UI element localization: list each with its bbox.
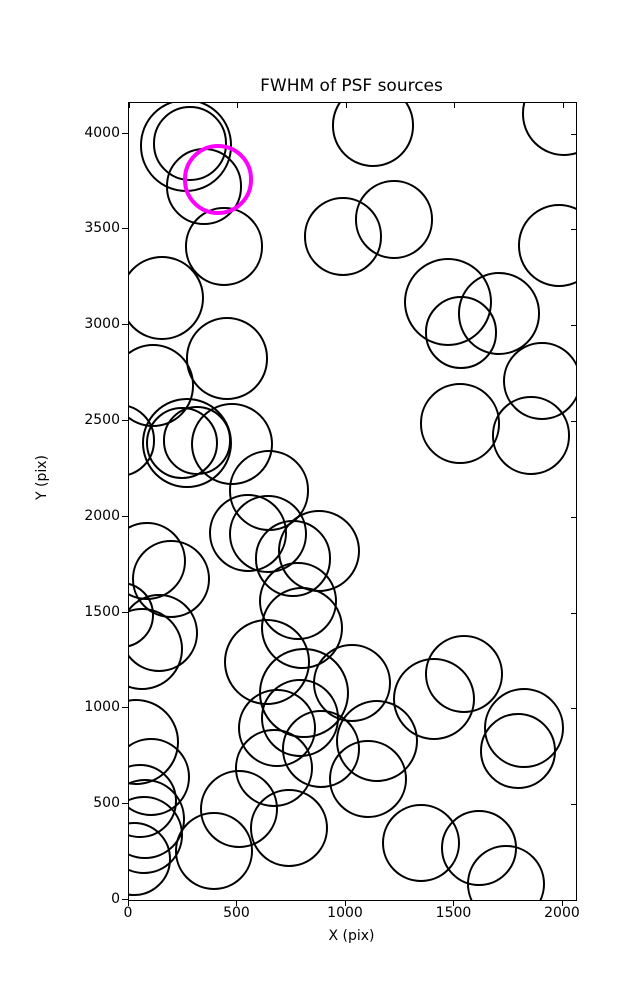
y-tick-mark [122,420,128,422]
highlighted-psf-circle [182,144,254,215]
y-tick-mark [122,611,128,613]
y-tick-label: 2000 [84,507,120,524]
y-tick-label: 3000 [84,316,120,333]
y-tick-label: 3500 [84,220,120,237]
x-tick-mark [344,900,346,906]
x-axis-label: X (pix) [328,928,375,944]
y-tick-mark-right [571,612,576,614]
psf-circle [419,383,501,464]
psf-circle [331,103,415,167]
y-tick-mark [122,228,128,230]
psf-circle [260,586,344,670]
y-tick-label: 0 [111,891,120,907]
psf-circle [303,197,383,277]
y-tick-mark-right [571,708,576,710]
y-tick-label: 1500 [84,603,120,620]
psf-circle [185,317,269,401]
x-tick-mark [561,900,563,906]
x-tick-mark-top [454,103,456,108]
y-tick-mark [122,324,128,326]
psf-circle [392,657,476,741]
y-tick-mark-right [571,421,576,423]
y-tick-label: 2500 [84,412,120,429]
x-tick-mark-top [129,103,130,108]
psf-circle [491,396,571,476]
y-tick-label: 4000 [84,124,120,141]
x-tick-mark [128,900,129,906]
y-tick-mark [122,803,128,805]
psf-circle [424,296,498,369]
psf-circle [517,204,576,288]
y-tick-mark [122,707,128,709]
y-tick-mark-right [571,516,576,518]
x-tick-mark [236,900,238,906]
y-tick-mark [122,132,128,134]
y-tick-label: 500 [93,795,120,812]
x-tick-mark [453,900,455,906]
y-tick-mark [122,515,128,517]
y-tick-mark-right [571,325,576,327]
psf-circle [479,712,557,790]
x-tick-label: 1500 [435,905,472,921]
y-tick-label: 1000 [84,699,120,716]
x-tick-label: 500 [223,905,250,921]
plot-area [128,102,577,901]
psf-circle [328,739,408,819]
y-tick-mark [122,899,128,900]
x-tick-mark-top [237,103,239,108]
psf-circle [521,103,576,157]
psf-circle [129,255,205,341]
x-tick-label: 0 [123,905,133,921]
chart-title: FWHM of PSF sources [260,76,443,96]
y-tick-mark-right [571,804,576,806]
psf-circle [174,811,254,891]
x-tick-label: 2000 [544,905,580,921]
x-tick-label: 1000 [327,905,363,921]
y-tick-mark-right [571,900,576,901]
